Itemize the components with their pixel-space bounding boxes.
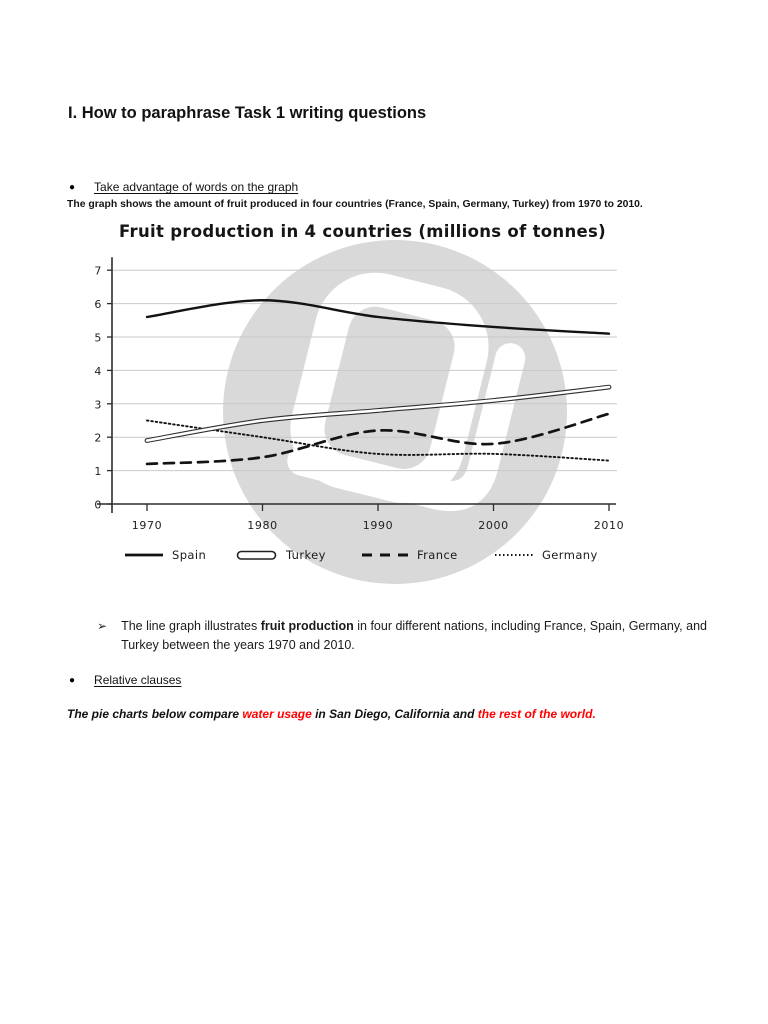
- solid-line-swatch-icon: [125, 553, 163, 557]
- pie-sentence-part1: The pie charts below compare: [67, 707, 243, 721]
- x-axis-tick-label: 2000: [478, 519, 508, 532]
- bullet-label-graph-words: Take advantage of words on the graph: [94, 180, 299, 194]
- example-sentence: ➢ The line graph illustrates fruit produ…: [97, 617, 712, 654]
- legend-item-france: France: [361, 548, 458, 562]
- x-axis-tick-label: 1990: [363, 519, 393, 532]
- pie-sentence-red2: the rest of the world.: [477, 707, 596, 721]
- page-title: I. How to paraphrase Task 1 writing ques…: [68, 104, 427, 122]
- example-text-before: The line graph illustrates: [121, 619, 261, 633]
- example-text-after: in four different nations, including Fra…: [121, 619, 707, 652]
- x-axis-tick-label: 1970: [132, 519, 162, 532]
- legend-label-france: France: [417, 548, 458, 562]
- series-line-turkey: [145, 385, 611, 442]
- pie-charts-sentence: The pie charts below compare water usage…: [67, 707, 596, 721]
- y-axis-tick-label: 2: [94, 432, 102, 445]
- bullet-label-relative-clauses: Relative clauses: [94, 673, 182, 687]
- bullet-item-relative-clauses: ● Relative clauses: [69, 673, 181, 688]
- y-axis-tick-label: 5: [94, 332, 102, 345]
- x-axis-tick-label: 2010: [594, 519, 624, 532]
- arrow-bullet-icon: ➢: [97, 619, 108, 633]
- dashed-line-swatch-icon: [362, 553, 408, 557]
- bullet-item-graph-words: ● Take advantage of words on the graph: [69, 180, 298, 195]
- example-text-bold: fruit production: [260, 619, 354, 633]
- legend-item-germany: Germany: [494, 548, 598, 562]
- legend-label-spain: Spain: [172, 548, 207, 562]
- fruit-production-line-chart: 0 1 2 3 4 5 6 7 1970 1980 1990 2000 2010: [94, 257, 624, 532]
- y-axis-tick-label: 3: [94, 398, 102, 411]
- series-line-germany: [146, 419, 610, 462]
- outlined-line-swatch-icon: [236, 550, 277, 560]
- y-axis-tick-label: 4: [94, 365, 102, 378]
- bullet-icon: ●: [69, 675, 76, 686]
- series-line-france: [145, 412, 611, 466]
- dotted-line-swatch-icon: [495, 554, 533, 556]
- legend-item-spain: Spain: [124, 548, 206, 562]
- legend-label-germany: Germany: [542, 548, 598, 562]
- y-axis-tick-label: 0: [94, 499, 102, 512]
- legend-item-turkey: Turkey: [236, 548, 326, 562]
- legend-label-turkey: Turkey: [286, 548, 326, 562]
- graph-caption: The graph shows the amount of fruit prod…: [67, 199, 643, 210]
- x-axis-tick-label: 1980: [247, 519, 277, 532]
- pie-sentence-part2: in San Diego, California and: [311, 707, 478, 721]
- pie-sentence-red1: water usage: [242, 707, 312, 721]
- chart-title: Fruit production in 4 countries (million…: [119, 222, 606, 241]
- example-sentence-text: The line graph illustrates fruit product…: [121, 617, 709, 654]
- y-axis-tick-label: 7: [94, 265, 102, 278]
- bullet-icon: ●: [69, 182, 76, 193]
- y-axis-tick-label: 1: [94, 465, 102, 478]
- y-axis-tick-label: 6: [94, 298, 102, 311]
- series-line-spain: [145, 299, 611, 335]
